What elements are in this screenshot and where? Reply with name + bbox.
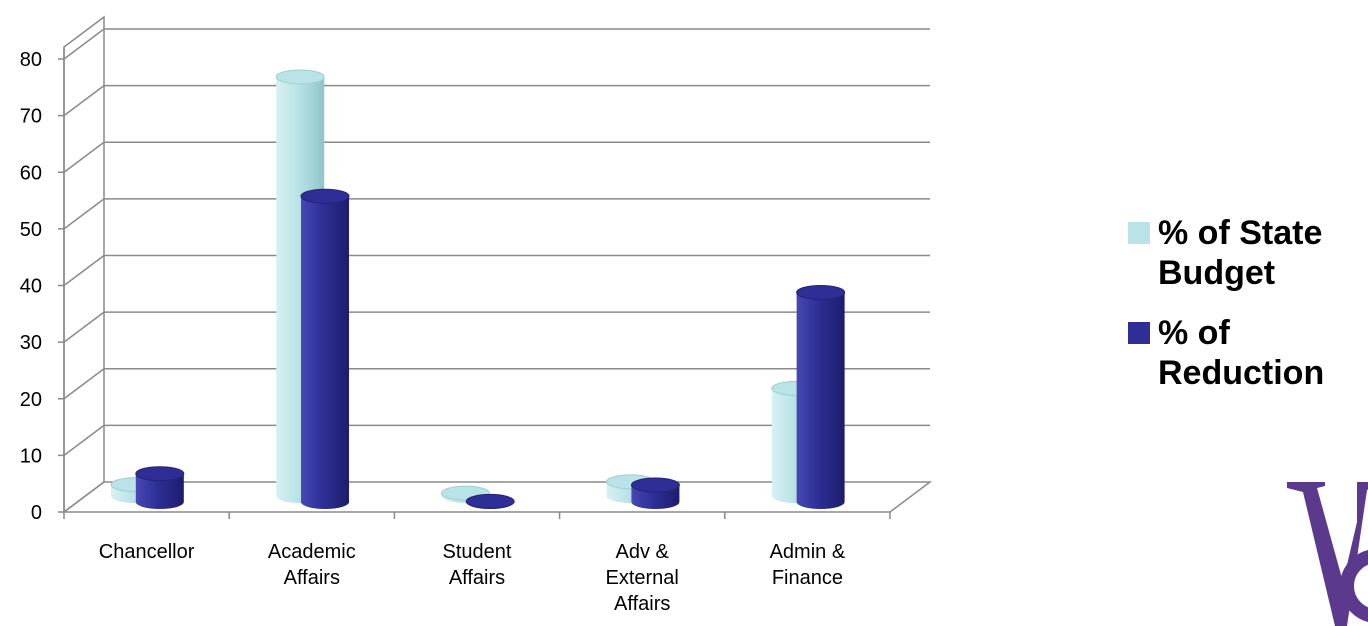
bar-top	[796, 284, 846, 300]
legend-item: % of Reduction	[1128, 313, 1324, 393]
gridline-diag	[63, 28, 105, 60]
x-tick-label: Adv & External Affairs	[606, 541, 679, 615]
gridline-diag	[63, 141, 105, 173]
x-tick-label: Admin & Finance	[770, 541, 846, 589]
x-tick-label-line: Affairs	[614, 593, 670, 615]
x-tick-label-line: Chancellor	[99, 541, 195, 563]
bar	[796, 284, 846, 509]
legend-swatch	[1128, 322, 1150, 344]
x-tick-label-line: Affairs	[449, 567, 505, 589]
y-axis-ticks: 0 10 20 30 40 50 60 70 80	[20, 47, 891, 524]
y-tick-label: 70	[20, 106, 42, 128]
y-tick-label: 80	[20, 49, 42, 71]
x-tick-label: Student Affairs	[443, 541, 512, 589]
gridline-diag	[63, 368, 105, 400]
x-tick-label-line: Adv &	[616, 541, 670, 563]
bar-top	[135, 466, 185, 482]
y-tick-label: 20	[20, 389, 42, 411]
gridlines	[63, 28, 930, 456]
x-tick-label: Academic Affairs	[268, 541, 356, 589]
bar	[135, 466, 185, 509]
logo-letter-c	[1340, 550, 1368, 622]
legend-item: % of State Budget	[1128, 213, 1324, 293]
legend-swatch	[1128, 222, 1150, 244]
x-tick-label-line: Admin &	[770, 541, 846, 563]
legend-label: % of Reduction	[1158, 314, 1325, 392]
bar-top	[275, 69, 325, 85]
x-tick-label-line: Finance	[772, 567, 843, 589]
gridline-diag	[63, 254, 105, 287]
x-tick-label-line: Student	[443, 541, 512, 563]
university-logo	[1285, 462, 1368, 626]
y-tick-label: 40	[20, 276, 42, 298]
bar-body	[135, 473, 184, 509]
bars	[110, 69, 846, 509]
y-tick-label: 30	[20, 332, 42, 354]
gridline-diag	[63, 85, 105, 117]
gridline-diag	[63, 311, 105, 343]
bar	[465, 493, 515, 509]
y-tick-label: 50	[20, 219, 42, 241]
y-tick-label: 0	[31, 502, 42, 524]
bar-body	[796, 292, 845, 509]
bar	[300, 188, 350, 509]
bar-top	[300, 188, 350, 204]
x-tick-label-line: External	[606, 567, 679, 589]
legend-label: % of State Budget	[1158, 214, 1323, 292]
bar	[630, 477, 680, 509]
side-wall	[63, 15, 105, 514]
bar-body	[301, 196, 350, 509]
floor	[61, 481, 933, 513]
y-tick-label: 10	[20, 445, 42, 467]
gridline-diag	[63, 198, 105, 230]
bar-top	[465, 493, 515, 509]
legend: % of State Budget % of Reduction	[1128, 213, 1324, 413]
bar-top	[630, 477, 680, 493]
gridline-diag	[63, 424, 105, 456]
y-tick-label: 60	[20, 162, 42, 184]
x-tick-label-line: Academic	[268, 541, 356, 563]
x-tick-label-line: Affairs	[284, 567, 340, 589]
x-tick-label: Chancellor	[99, 541, 195, 563]
